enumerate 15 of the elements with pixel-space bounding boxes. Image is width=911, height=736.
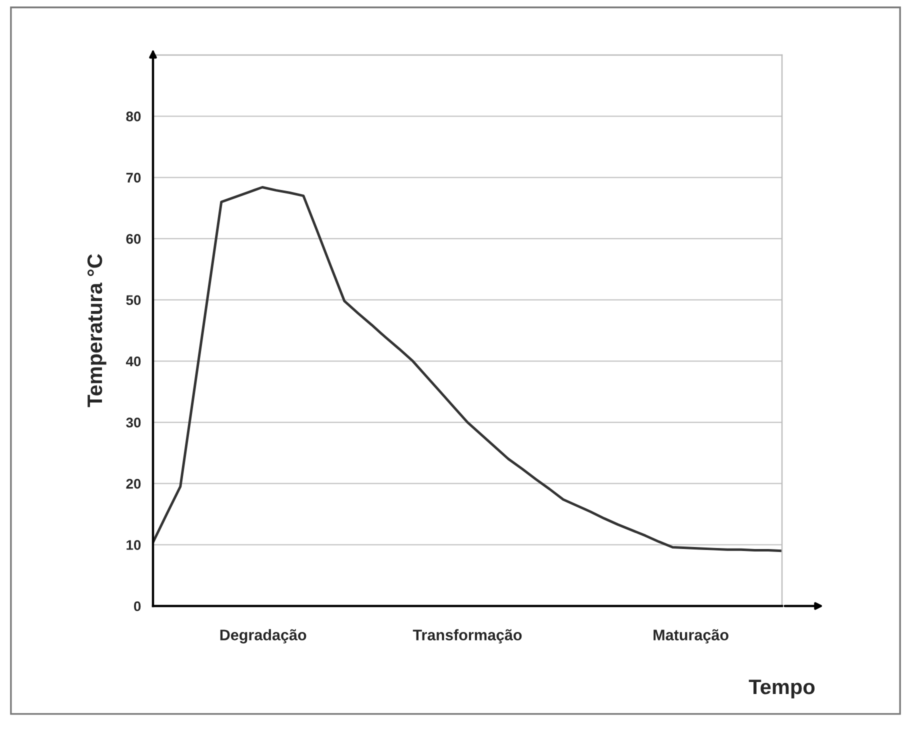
- y-tick-label: 60: [126, 234, 141, 244]
- y-tick-label: 30: [126, 418, 141, 428]
- text: Transformação: [412, 629, 522, 644]
- y-tick-label: 20: [126, 478, 141, 489]
- y-tick-label: 40: [126, 356, 141, 366]
- text: Maturação: [654, 629, 728, 644]
- y-tick-label: 50: [126, 295, 141, 306]
- y-tick-label: 10: [126, 540, 141, 550]
- y-axis-title: Temperatura °C: [87, 254, 106, 408]
- text: Degradação: [220, 629, 306, 644]
- y-tick-label: 70: [126, 172, 141, 183]
- x-axis-title: Tempo: [748, 680, 815, 698]
- line-series: [153, 186, 782, 552]
- y-tick-label: 80: [126, 112, 141, 122]
- y-tick-label: 0: [134, 601, 141, 612]
